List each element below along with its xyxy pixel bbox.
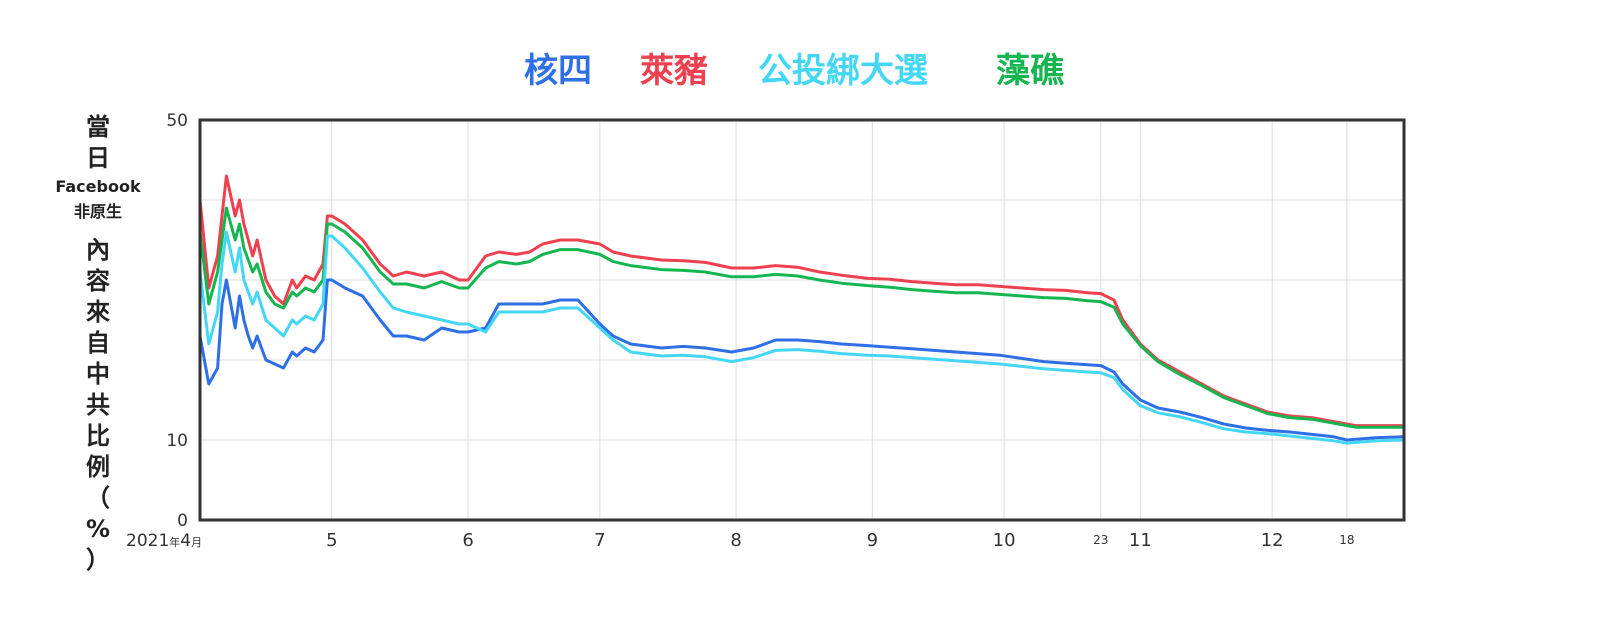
y-label-char: 當 xyxy=(86,113,110,141)
y-label-char: 共 xyxy=(86,391,110,419)
y-label-char: 自 xyxy=(86,329,110,357)
series-line xyxy=(198,278,1405,442)
y-tick-label: 50 xyxy=(166,111,188,131)
y-label-char: ） xyxy=(86,546,110,574)
x-tick-label: 23 xyxy=(1093,533,1108,547)
x-tick-label: 5 xyxy=(326,530,337,551)
y-label-nonnative: 非原生 xyxy=(74,202,122,221)
x-tick-label: 9 xyxy=(867,530,878,551)
legend-item: 核四 xyxy=(524,51,592,91)
y-tick-label: 10 xyxy=(166,431,188,451)
y-tick-labels: 0 10 50 xyxy=(166,111,188,531)
y-label-char: 中 xyxy=(86,360,110,388)
y-label-char: 日 xyxy=(86,144,110,172)
x-tick-label: 11 xyxy=(1129,530,1152,551)
y-label-char: % xyxy=(86,515,110,543)
y-label-char: 內 xyxy=(86,236,110,264)
series-line xyxy=(198,230,1405,445)
x-tick-labels: 2021年4月 5 6 7 8 9 10 23 11 12 18 xyxy=(126,530,1355,551)
x-tick-label: 2021年4月 xyxy=(126,531,202,551)
y-tick-label: 0 xyxy=(177,511,188,531)
legend-item: 公投綁大選 xyxy=(758,51,928,91)
series-lines xyxy=(198,174,1405,445)
x-tick-label: 8 xyxy=(730,530,741,551)
y-label-facebook: Facebook xyxy=(55,177,141,196)
y-label-char: 來 xyxy=(86,298,110,326)
legend: 核四 萊豬 公投綁大選 藻礁 xyxy=(524,51,1064,91)
y-label-char: 容 xyxy=(86,267,110,295)
series-line xyxy=(198,174,1404,428)
legend-item: 藻礁 xyxy=(996,51,1064,91)
x-tick-label: 6 xyxy=(462,530,473,551)
y-label-char: （ xyxy=(86,484,110,512)
legend-item: 萊豬 xyxy=(640,51,708,91)
gridlines xyxy=(200,120,1404,520)
x-tick-label: 10 xyxy=(993,530,1016,551)
x-tick-label: 18 xyxy=(1339,533,1354,547)
series-line xyxy=(198,206,1404,429)
plot-frame xyxy=(198,118,1406,522)
y-label-char: 比 xyxy=(86,422,110,450)
y-label-char: 例 xyxy=(86,453,110,481)
x-tick-label: 12 xyxy=(1261,530,1284,551)
x-tick-label: 7 xyxy=(594,530,605,551)
